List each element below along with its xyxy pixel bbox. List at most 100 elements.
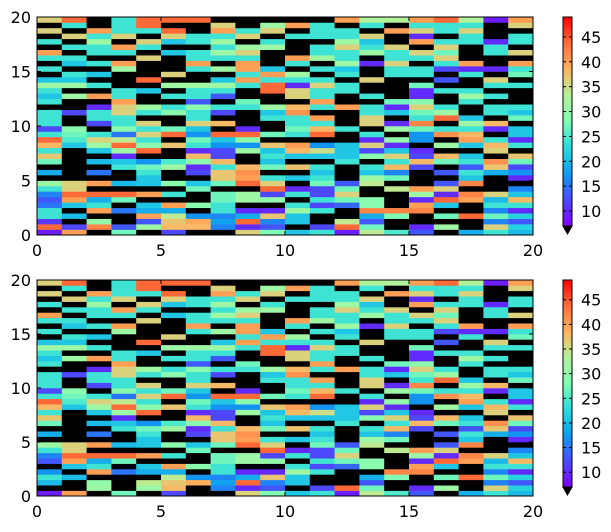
heatmap-cell: [260, 290, 286, 297]
heatmap-cell: [61, 169, 87, 176]
heatmap-cell: [61, 409, 87, 416]
heatmap-cell: [61, 442, 87, 448]
heatmap-cell: [136, 224, 162, 230]
heatmap-cell: [185, 87, 211, 94]
heatmap-cell: [359, 296, 385, 302]
heatmap-cell: [285, 393, 311, 400]
heatmap-cell: [111, 207, 137, 214]
heatmap-cell: [409, 60, 435, 67]
heatmap-cell: [37, 350, 63, 356]
heatmap-cell: [458, 350, 484, 356]
heatmap-cell: [235, 71, 261, 78]
heatmap-cell: [458, 398, 484, 405]
heatmap-cell: [309, 115, 335, 121]
heatmap-cell: [309, 55, 335, 61]
heatmap-cell: [508, 296, 534, 302]
heatmap-cell: [210, 180, 236, 187]
heatmap-cell: [359, 98, 385, 105]
heatmap-cell: [458, 60, 484, 67]
heatmap-cell: [37, 442, 63, 448]
heatmap-cell: [37, 22, 63, 29]
heatmap-cell: [384, 158, 410, 165]
heatmap-cell: [309, 415, 335, 421]
heatmap-cell: [210, 452, 236, 459]
heatmap-cell: [433, 404, 459, 410]
heatmap-cell: [136, 164, 162, 170]
heatmap-cell: [309, 218, 335, 225]
colorbar-extend-min: [562, 225, 573, 236]
heatmap-cell: [161, 323, 187, 329]
heatmap-cell: [86, 398, 112, 405]
heatmap-cell: [359, 350, 385, 356]
heatmap-cell: [285, 371, 311, 378]
heatmap-cell: [260, 109, 286, 116]
heatmap-cell: [111, 164, 137, 170]
heatmap-cell: [210, 479, 236, 486]
heatmap-cell: [334, 307, 360, 313]
heatmap-cell: [508, 317, 534, 324]
heatmap-cell: [235, 334, 261, 340]
heatmap-cell: [384, 469, 410, 475]
heatmap-cell: [359, 49, 385, 56]
heatmap-cell: [384, 49, 410, 56]
heatmap-cell: [161, 66, 187, 72]
heatmap-cell: [185, 458, 211, 464]
heatmap-cell: [384, 371, 410, 378]
heatmap-cell: [433, 280, 459, 286]
heatmap-cell: [409, 404, 435, 410]
heatmap-cell: [37, 425, 63, 432]
heatmap-cell: [285, 339, 311, 346]
heatmap-cell: [86, 49, 112, 56]
heatmap-cell: [136, 469, 162, 475]
heatmap-cell: [37, 207, 63, 214]
heatmap-cell: [359, 469, 385, 475]
heatmap-cell: [136, 87, 162, 94]
heatmap-cell: [86, 147, 112, 154]
heatmap-cell: [111, 98, 137, 105]
heatmap-cell: [458, 280, 484, 286]
heatmap-cell: [285, 290, 311, 297]
heatmap-cell: [384, 463, 410, 470]
heatmap-cell: [384, 442, 410, 448]
heatmap-cell: [483, 296, 509, 302]
heatmap-cell: [285, 142, 311, 149]
heatmap-cell: [483, 33, 509, 40]
heatmap-cell: [309, 301, 335, 308]
heatmap-cell: [359, 175, 385, 181]
heatmap-cell: [111, 196, 137, 203]
heatmap-cell: [483, 142, 509, 149]
heatmap-cell: [61, 307, 87, 313]
heatmap-cell: [185, 425, 211, 432]
heatmap-cell: [433, 180, 459, 187]
heatmap-cell: [508, 290, 534, 297]
heatmap-cell: [483, 120, 509, 127]
heatmap-cell: [210, 169, 236, 176]
heatmap-cell: [161, 296, 187, 302]
heatmap-cell: [37, 76, 63, 83]
heatmap-cell: [409, 98, 435, 105]
heatmap-cell: [334, 285, 360, 292]
heatmap-cell: [309, 280, 335, 286]
heatmap-cell: [61, 55, 87, 61]
heatmap-cell: [235, 442, 261, 448]
heatmap-cell: [334, 142, 360, 149]
heatmap-cell: [111, 76, 137, 83]
heatmap-cell: [86, 431, 112, 437]
heatmap-cell: [37, 301, 63, 308]
heatmap-cell: [136, 142, 162, 149]
heatmap-cell: [334, 202, 360, 209]
heatmap-cell: [235, 452, 261, 459]
heatmap-cell: [86, 485, 112, 491]
heatmap-cell: [161, 458, 187, 464]
heatmap-cell: [359, 218, 385, 225]
heatmap-cell: [458, 202, 484, 209]
heatmap-cell: [334, 301, 360, 308]
heatmap-cell: [185, 185, 211, 192]
heatmap-cell: [260, 224, 286, 230]
heatmap-cell: [185, 164, 211, 170]
heatmap-cell: [210, 334, 236, 340]
heatmap-cell: [483, 350, 509, 356]
heatmap-cell: [111, 82, 137, 89]
heatmap-cell: [136, 339, 162, 346]
heatmap-cell: [309, 339, 335, 346]
